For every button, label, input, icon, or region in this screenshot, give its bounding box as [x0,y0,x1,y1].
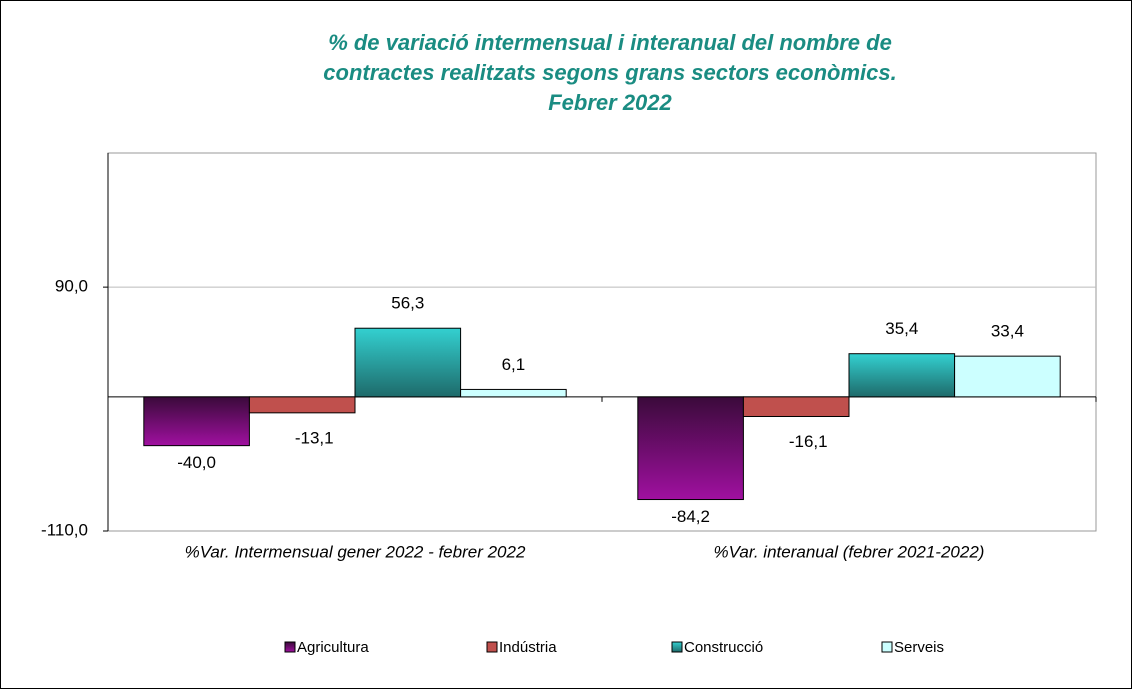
legend-label: Construcció [684,639,763,656]
legend-swatch [284,641,296,653]
legend-label: Agricultura [297,639,369,656]
data-label: -16,1 [789,432,828,451]
legend-swatch [486,641,498,653]
bar [460,388,567,398]
chart-title: Febrer 2022 [548,90,672,115]
legend-swatch [671,641,683,653]
data-label: 33,4 [991,322,1024,341]
bar [954,355,1061,398]
bar [637,396,744,501]
bar [354,327,462,398]
bar [143,396,250,447]
data-label: -13,1 [295,428,334,447]
chart-title: % de variació intermensual i interanual … [328,30,892,55]
legend-label: Serveis [894,639,944,656]
y-tick-label: 90,0 [55,277,88,296]
legend-swatch [881,641,893,653]
bar [742,396,850,418]
y-tick-label: -110,0 [41,520,88,539]
data-label: -84,2 [671,507,710,526]
x-tick-label: %Var. Intermensual gener 2022 - febrer 2… [185,542,526,561]
x-tick-label: %Var. interanual (febrer 2021-2022) [714,542,985,561]
data-label: 6,1 [502,355,526,374]
data-label: -40,0 [177,453,216,472]
bar [848,353,956,398]
data-label: 56,3 [391,294,424,313]
bar [248,396,356,414]
legend-label: Indústria [499,639,557,656]
data-label: 35,4 [885,319,918,338]
chart-title: contractes realitzats segons grans secto… [323,60,896,85]
